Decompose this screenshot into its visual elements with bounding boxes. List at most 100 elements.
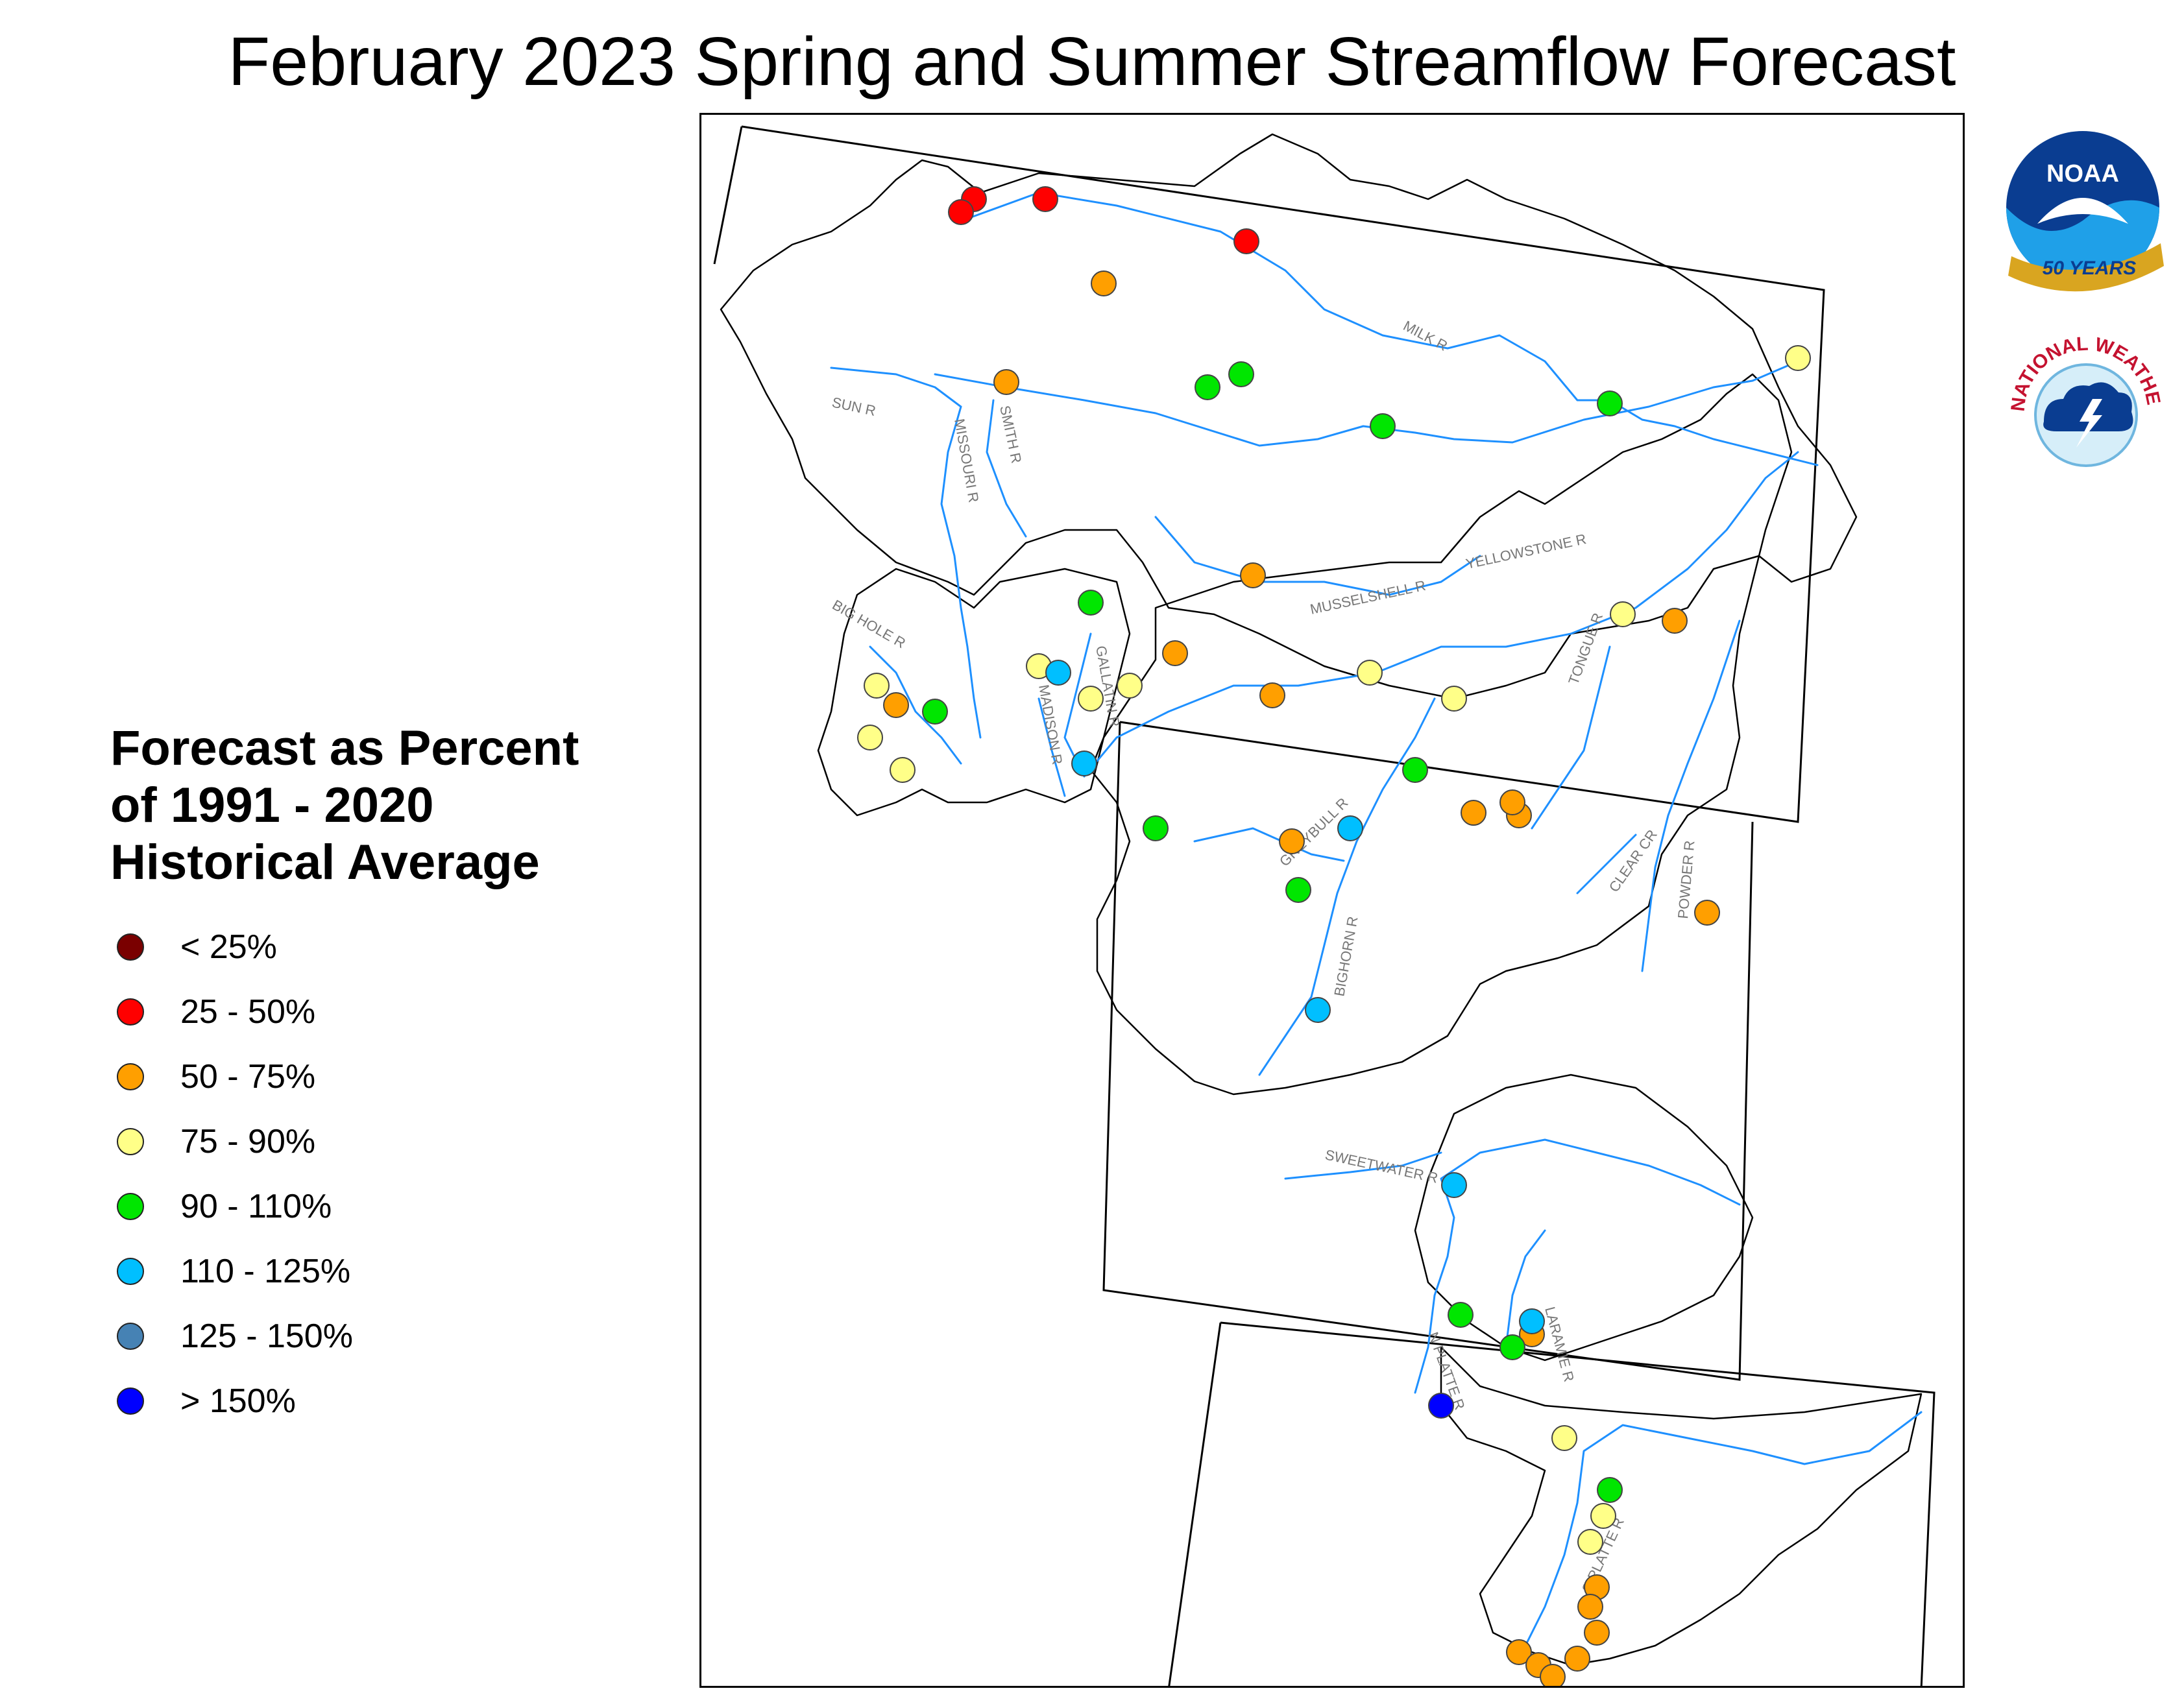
forecast-point[interactable]	[1785, 345, 1811, 371]
yellowstone-river	[1083, 451, 1799, 778]
forecast-point[interactable]	[922, 699, 948, 725]
forecast-point[interactable]	[1195, 374, 1220, 400]
logo-svg: NOAA 50 YEARS NATIONAL WEATHER SERVICE	[1991, 110, 2167, 493]
colorado-boundary	[1168, 1322, 1222, 1686]
forecast-point[interactable]	[1370, 413, 1396, 439]
upper-missouri-headwaters-outline	[817, 568, 1131, 817]
forecast-point[interactable]	[1597, 1477, 1623, 1503]
river-label: BIG HOLE R	[830, 597, 909, 652]
forecast-point[interactable]	[1428, 1393, 1454, 1419]
milk-river	[966, 191, 1819, 466]
forecast-point[interactable]	[1045, 660, 1071, 686]
forecast-point[interactable]	[1519, 1308, 1545, 1334]
legend-label: 75 - 90%	[180, 1123, 316, 1160]
nws-lightning-icon	[2076, 399, 2102, 448]
forecast-point[interactable]	[1584, 1620, 1610, 1646]
forecast-point[interactable]	[1117, 673, 1143, 699]
laramie-river	[1505, 1229, 1546, 1349]
forecast-point[interactable]	[857, 725, 883, 750]
legend-title-line-3: Historical Average	[110, 835, 540, 890]
forecast-point[interactable]	[1597, 390, 1623, 416]
basin-outlines	[720, 133, 1923, 1666]
forecast-point[interactable]	[1078, 590, 1104, 616]
legend-item: 50 - 75%	[110, 1044, 694, 1109]
colorado-north-boundary	[1220, 1321, 1935, 1686]
rivers	[830, 191, 1923, 1660]
forecast-point[interactable]	[883, 692, 909, 718]
forecast-point[interactable]	[1448, 1302, 1474, 1328]
forecast-point[interactable]	[1694, 900, 1720, 926]
river-label: YELLOWSTONE R	[1464, 531, 1588, 572]
forecast-point[interactable]	[1233, 228, 1259, 254]
forecast-point[interactable]	[890, 757, 916, 783]
forecast-point[interactable]	[1032, 186, 1058, 212]
legend-items: < 25% 25 - 50% 50 - 75% 75 - 90% 90 - 110% 11…	[110, 915, 694, 1434]
forecast-point[interactable]	[1143, 815, 1169, 841]
forecast-point[interactable]	[1577, 1594, 1603, 1620]
legend-item: > 150%	[110, 1369, 694, 1434]
noaa-years-text: 50 YEARS	[2043, 258, 2137, 279]
legend-title-line-1: Forecast as Percent	[110, 721, 579, 776]
forecast-point[interactable]	[1078, 686, 1104, 712]
forecast-point[interactable]	[1441, 686, 1467, 712]
forecast-point[interactable]	[1610, 601, 1636, 627]
forecast-point[interactable]	[1540, 1664, 1566, 1688]
clear-creek	[1576, 834, 1637, 895]
forecast-point[interactable]	[1357, 660, 1383, 686]
forecast-point[interactable]	[1577, 1529, 1603, 1555]
forecast-point[interactable]	[1590, 1503, 1616, 1529]
forecast-point[interactable]	[1091, 270, 1117, 296]
yellowstone-basin-outline	[1089, 373, 1793, 1096]
forecast-point[interactable]	[948, 199, 974, 225]
legend-label: < 25%	[180, 928, 277, 966]
legend-item: 75 - 90%	[110, 1109, 694, 1174]
forecast-point[interactable]	[1279, 828, 1305, 854]
forecast-point[interactable]	[864, 673, 890, 699]
tongue-river	[1531, 645, 1611, 830]
forecast-point[interactable]	[1305, 997, 1331, 1023]
agency-logos: NOAA 50 YEARS NATIONAL WEATHER SERVICE	[1991, 110, 2180, 516]
forecast-point[interactable]	[1461, 800, 1486, 826]
big-hole-river	[869, 645, 962, 765]
legend-swatch	[117, 1258, 144, 1285]
montana-west-edge	[713, 126, 743, 265]
state-boundaries	[713, 125, 1935, 1686]
forecast-point[interactable]	[1402, 757, 1428, 783]
forecast-point[interactable]	[1228, 361, 1254, 387]
forecast-point[interactable]	[1564, 1646, 1590, 1672]
forecast-point[interactable]	[1499, 789, 1525, 815]
forecast-point[interactable]	[1499, 1334, 1525, 1360]
bighorn-river	[1258, 697, 1436, 1076]
legend: Forecast as Percent of 1991 - 2020 Histo…	[110, 720, 694, 1434]
forecast-point[interactable]	[1285, 877, 1311, 903]
noaa-years-ribbon	[2008, 243, 2164, 292]
legend-swatch	[117, 1387, 144, 1415]
forecast-point[interactable]	[1662, 608, 1688, 634]
forecast-point[interactable]	[1551, 1425, 1577, 1451]
legend-item: 125 - 150%	[110, 1304, 694, 1369]
forecast-point[interactable]	[1506, 1639, 1532, 1665]
forecast-point[interactable]	[1259, 682, 1285, 708]
forecast-point[interactable]	[1162, 640, 1188, 666]
legend-swatch	[117, 1128, 144, 1155]
legend-item: 25 - 50%	[110, 979, 694, 1044]
forecast-point[interactable]	[993, 369, 1019, 395]
powder-river	[1641, 619, 1741, 972]
river-label: SMITH R	[997, 404, 1025, 465]
river-label: MILK R	[1401, 317, 1451, 354]
river-label: TONGUE R	[1565, 610, 1606, 686]
legend-label: 90 - 110%	[180, 1188, 332, 1225]
legend-title-line-2: of 1991 - 2020	[110, 778, 434, 833]
missouri-river-main	[934, 360, 1799, 447]
forecast-point[interactable]	[1071, 750, 1097, 776]
legend-item: 110 - 125%	[110, 1239, 694, 1304]
forecast-point[interactable]	[1240, 562, 1266, 588]
legend-swatch	[117, 1063, 144, 1090]
forecast-point[interactable]	[1441, 1172, 1467, 1198]
river-label: MISSOURI R	[951, 418, 982, 504]
platte-basin-outline	[1414, 1074, 1754, 1362]
forecast-point[interactable]	[1337, 815, 1363, 841]
legend-title: Forecast as Percent of 1991 - 2020 Histo…	[110, 720, 694, 891]
wyoming-boundary	[1102, 721, 1754, 1381]
